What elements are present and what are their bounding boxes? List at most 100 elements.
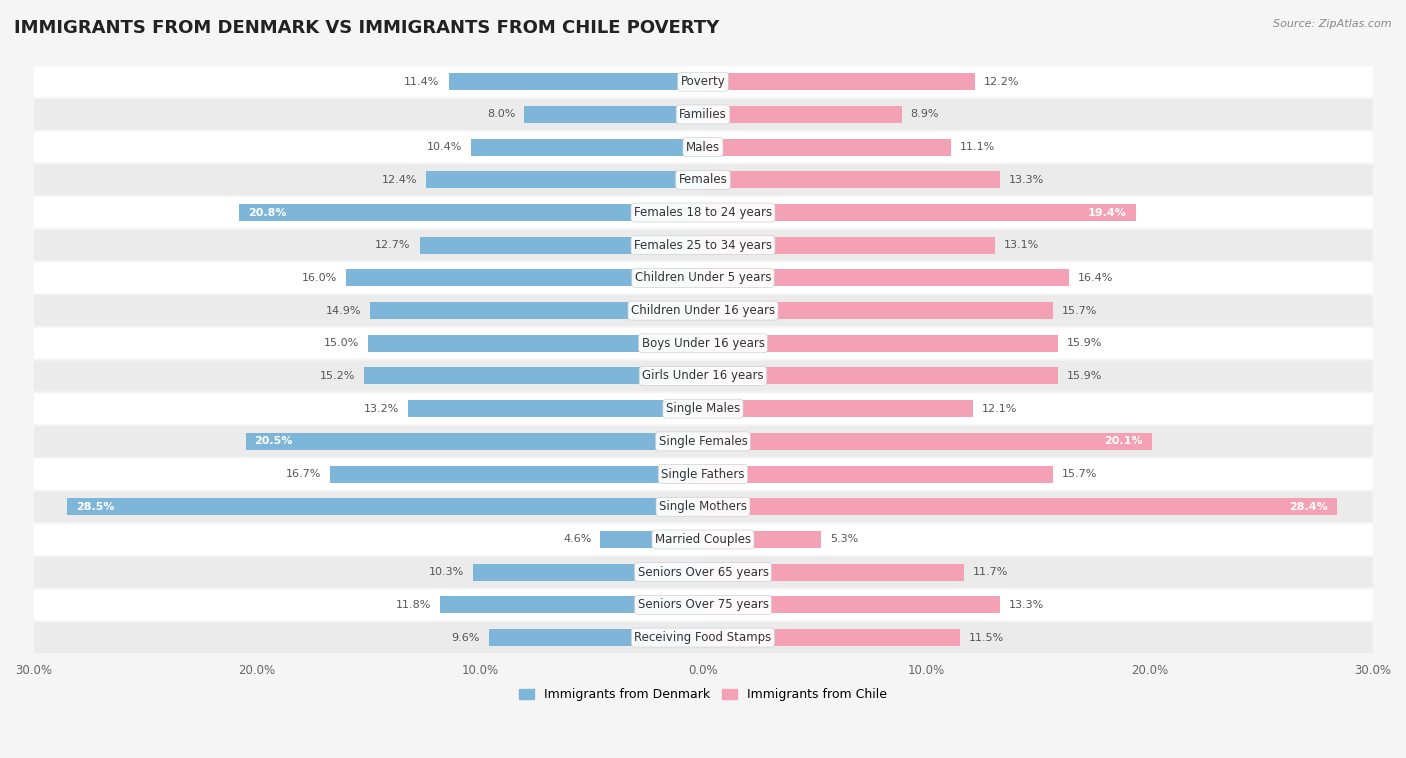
Text: 19.4%: 19.4% (1088, 208, 1128, 218)
Bar (703, 465, 1053, 483)
Text: 12.7%: 12.7% (375, 240, 411, 250)
FancyBboxPatch shape (34, 524, 1372, 555)
Bar (364, 368, 703, 384)
Text: 13.1%: 13.1% (1004, 240, 1039, 250)
Text: IMMIGRANTS FROM DENMARK VS IMMIGRANTS FROM CHILE POVERTY: IMMIGRANTS FROM DENMARK VS IMMIGRANTS FR… (14, 19, 720, 37)
FancyBboxPatch shape (34, 491, 1372, 522)
Text: 8.0%: 8.0% (486, 109, 516, 120)
Text: 20.1%: 20.1% (1104, 437, 1143, 446)
Text: Children Under 16 years: Children Under 16 years (631, 304, 775, 317)
Bar (426, 171, 703, 188)
Text: Seniors Over 75 years: Seniors Over 75 years (637, 598, 769, 612)
Text: 11.4%: 11.4% (405, 77, 440, 86)
Legend: Immigrants from Denmark, Immigrants from Chile: Immigrants from Denmark, Immigrants from… (513, 684, 893, 706)
Text: 12.1%: 12.1% (981, 404, 1018, 414)
Bar (703, 139, 950, 155)
Text: Boys Under 16 years: Boys Under 16 years (641, 337, 765, 349)
Bar (703, 269, 1069, 287)
Text: 5.3%: 5.3% (830, 534, 859, 544)
Bar (703, 498, 1337, 515)
FancyBboxPatch shape (34, 459, 1372, 490)
Text: 11.7%: 11.7% (973, 567, 1008, 577)
Bar (246, 433, 703, 450)
Bar (474, 564, 703, 581)
Text: 10.4%: 10.4% (426, 142, 463, 152)
Text: Children Under 5 years: Children Under 5 years (634, 271, 772, 284)
Text: Families: Families (679, 108, 727, 121)
Text: 11.1%: 11.1% (960, 142, 995, 152)
Text: 14.9%: 14.9% (326, 305, 361, 315)
Bar (408, 400, 703, 417)
Text: 10.3%: 10.3% (429, 567, 464, 577)
Text: Single Mothers: Single Mothers (659, 500, 747, 513)
Bar (703, 204, 1136, 221)
Bar (489, 629, 703, 646)
Text: 15.9%: 15.9% (1067, 338, 1102, 349)
Bar (449, 74, 703, 90)
Text: 4.6%: 4.6% (562, 534, 592, 544)
Bar (600, 531, 703, 548)
Bar (703, 400, 973, 417)
Text: 13.3%: 13.3% (1008, 175, 1045, 185)
Text: 16.7%: 16.7% (285, 469, 322, 479)
FancyBboxPatch shape (34, 132, 1372, 162)
Bar (67, 498, 703, 515)
Text: 11.5%: 11.5% (969, 633, 1004, 643)
Bar (703, 236, 995, 254)
FancyBboxPatch shape (34, 164, 1372, 196)
FancyBboxPatch shape (34, 622, 1372, 653)
Text: 15.9%: 15.9% (1067, 371, 1102, 381)
Bar (371, 302, 703, 319)
Bar (419, 236, 703, 254)
Text: 9.6%: 9.6% (451, 633, 479, 643)
Bar (330, 465, 703, 483)
Text: 15.7%: 15.7% (1063, 469, 1098, 479)
Text: Poverty: Poverty (681, 75, 725, 88)
Text: 16.0%: 16.0% (302, 273, 337, 283)
Text: 13.2%: 13.2% (364, 404, 399, 414)
Text: 20.5%: 20.5% (254, 437, 292, 446)
Bar (703, 106, 901, 123)
Bar (703, 335, 1057, 352)
Bar (703, 74, 976, 90)
Bar (440, 597, 703, 613)
Bar (703, 597, 1000, 613)
Text: Girls Under 16 years: Girls Under 16 years (643, 369, 763, 383)
Text: Single Males: Single Males (666, 402, 740, 415)
Text: 16.4%: 16.4% (1078, 273, 1114, 283)
Bar (703, 433, 1152, 450)
Text: Married Couples: Married Couples (655, 533, 751, 546)
Text: Receiving Food Stamps: Receiving Food Stamps (634, 631, 772, 644)
FancyBboxPatch shape (34, 197, 1372, 228)
Text: Single Females: Single Females (658, 435, 748, 448)
Bar (703, 368, 1057, 384)
FancyBboxPatch shape (34, 557, 1372, 587)
Text: 28.4%: 28.4% (1289, 502, 1327, 512)
Text: 8.9%: 8.9% (911, 109, 939, 120)
Text: Females 25 to 34 years: Females 25 to 34 years (634, 239, 772, 252)
Text: 20.8%: 20.8% (247, 208, 287, 218)
Bar (703, 564, 965, 581)
FancyBboxPatch shape (34, 67, 1372, 97)
Text: Single Fathers: Single Fathers (661, 468, 745, 481)
Bar (471, 139, 703, 155)
Text: Females 18 to 24 years: Females 18 to 24 years (634, 206, 772, 219)
Bar (703, 171, 1000, 188)
Bar (346, 269, 703, 287)
Text: 13.3%: 13.3% (1008, 600, 1045, 610)
FancyBboxPatch shape (34, 328, 1372, 359)
Bar (239, 204, 703, 221)
Bar (703, 629, 960, 646)
Text: 12.4%: 12.4% (382, 175, 418, 185)
Text: 15.0%: 15.0% (323, 338, 360, 349)
Bar (703, 531, 821, 548)
Text: 11.8%: 11.8% (395, 600, 430, 610)
Text: 28.5%: 28.5% (76, 502, 114, 512)
FancyBboxPatch shape (34, 590, 1372, 620)
FancyBboxPatch shape (34, 99, 1372, 130)
Bar (524, 106, 703, 123)
FancyBboxPatch shape (34, 426, 1372, 457)
Text: Seniors Over 65 years: Seniors Over 65 years (637, 565, 769, 578)
Text: 12.2%: 12.2% (984, 77, 1019, 86)
FancyBboxPatch shape (34, 295, 1372, 326)
